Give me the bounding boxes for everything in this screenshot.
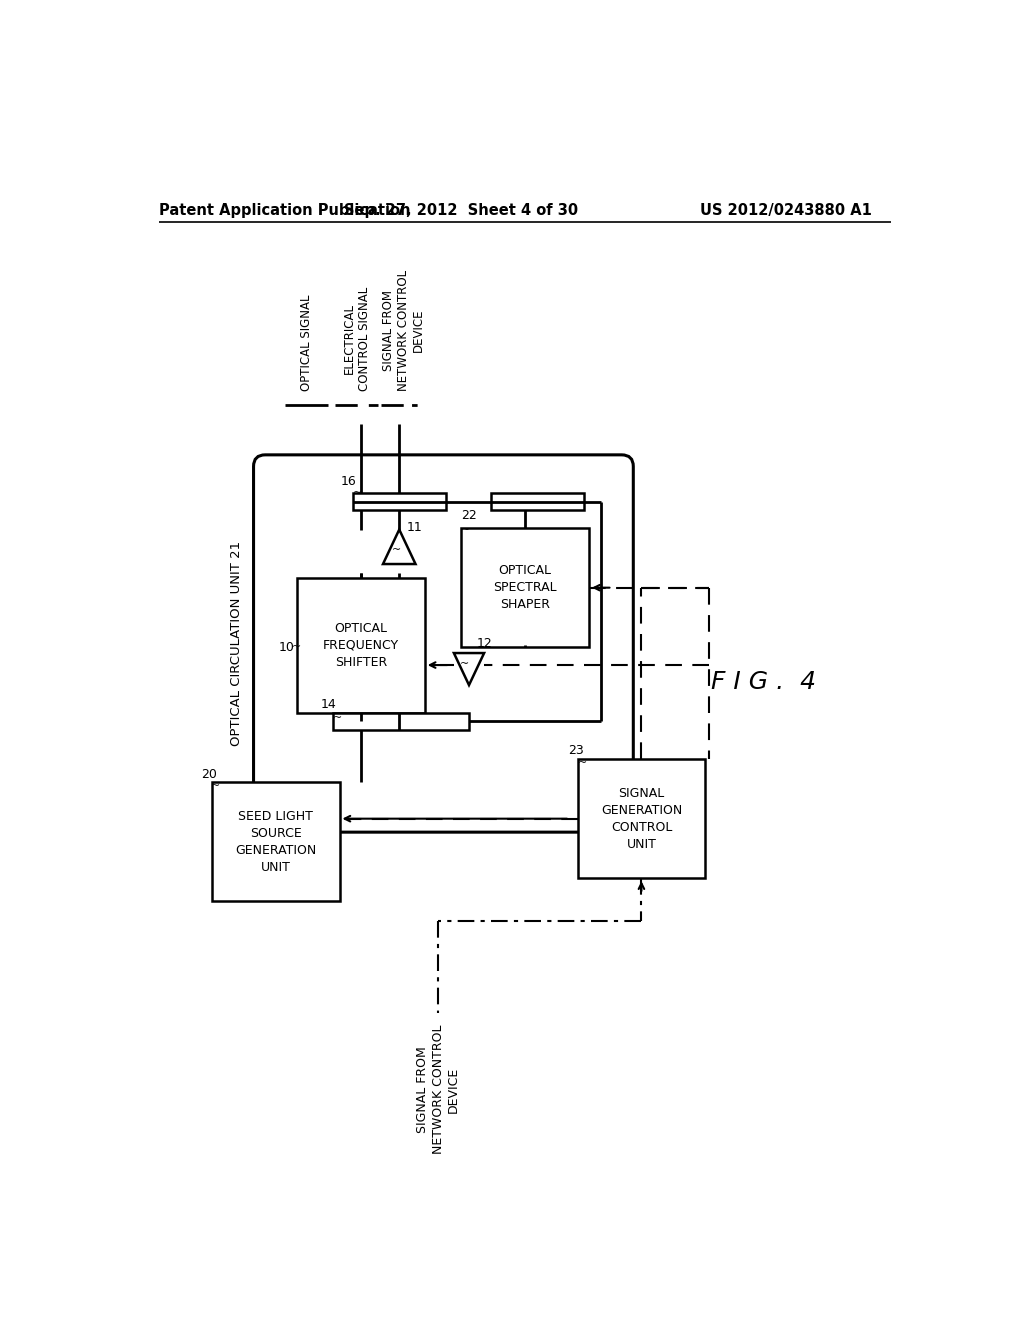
- Text: Sep. 27, 2012  Sheet 4 of 30: Sep. 27, 2012 Sheet 4 of 30: [344, 203, 579, 218]
- Text: Patent Application Publication: Patent Application Publication: [159, 203, 411, 218]
- Text: OPTICAL SIGNAL: OPTICAL SIGNAL: [300, 294, 312, 391]
- Text: ~: ~: [460, 659, 469, 669]
- Text: ELECTRICAL
CONTROL SIGNAL: ELECTRICAL CONTROL SIGNAL: [343, 286, 371, 391]
- Text: ~: ~: [578, 758, 587, 768]
- Text: SIGNAL
GENERATION
CONTROL
UNIT: SIGNAL GENERATION CONTROL UNIT: [601, 787, 682, 850]
- Bar: [297, 578, 425, 713]
- Text: 12: 12: [477, 636, 493, 649]
- Text: SEED LIGHT
SOURCE
GENERATION
UNIT: SEED LIGHT SOURCE GENERATION UNIT: [236, 809, 316, 874]
- Text: F I G .  4: F I G . 4: [711, 671, 816, 694]
- Text: 20: 20: [202, 767, 217, 780]
- Text: 22: 22: [461, 508, 477, 521]
- Bar: [352, 494, 445, 511]
- Text: SIGNAL FROM
NETWORK CONTROL
DEVICE: SIGNAL FROM NETWORK CONTROL DEVICE: [382, 269, 425, 391]
- Text: US 2012/0243880 A1: US 2012/0243880 A1: [700, 203, 872, 218]
- Text: 23: 23: [568, 744, 584, 758]
- Text: ~: ~: [292, 643, 301, 652]
- Text: ~: ~: [391, 545, 400, 554]
- Text: OPTICAL CIRCULATION UNIT 21: OPTICAL CIRCULATION UNIT 21: [230, 541, 243, 746]
- Text: OPTICAL
SPECTRAL
SHAPER: OPTICAL SPECTRAL SHAPER: [494, 564, 557, 611]
- Text: 16: 16: [341, 475, 357, 488]
- Text: ~: ~: [352, 488, 362, 499]
- Bar: [212, 781, 340, 902]
- FancyBboxPatch shape: [254, 455, 633, 832]
- Text: 11: 11: [407, 521, 423, 535]
- Text: ~: ~: [211, 781, 220, 791]
- Bar: [334, 713, 469, 730]
- Text: ~: ~: [461, 524, 471, 535]
- Bar: [578, 759, 706, 878]
- Text: SIGNAL FROM
NETWORK CONTROL
DEVICE: SIGNAL FROM NETWORK CONTROL DEVICE: [417, 1024, 460, 1154]
- Text: OPTICAL
FREQUENCY
SHIFTER: OPTICAL FREQUENCY SHIFTER: [323, 622, 399, 669]
- Bar: [490, 494, 584, 511]
- Text: 14: 14: [321, 698, 336, 711]
- Bar: [461, 528, 589, 647]
- Text: ~: ~: [334, 713, 343, 723]
- Text: 10: 10: [280, 640, 295, 653]
